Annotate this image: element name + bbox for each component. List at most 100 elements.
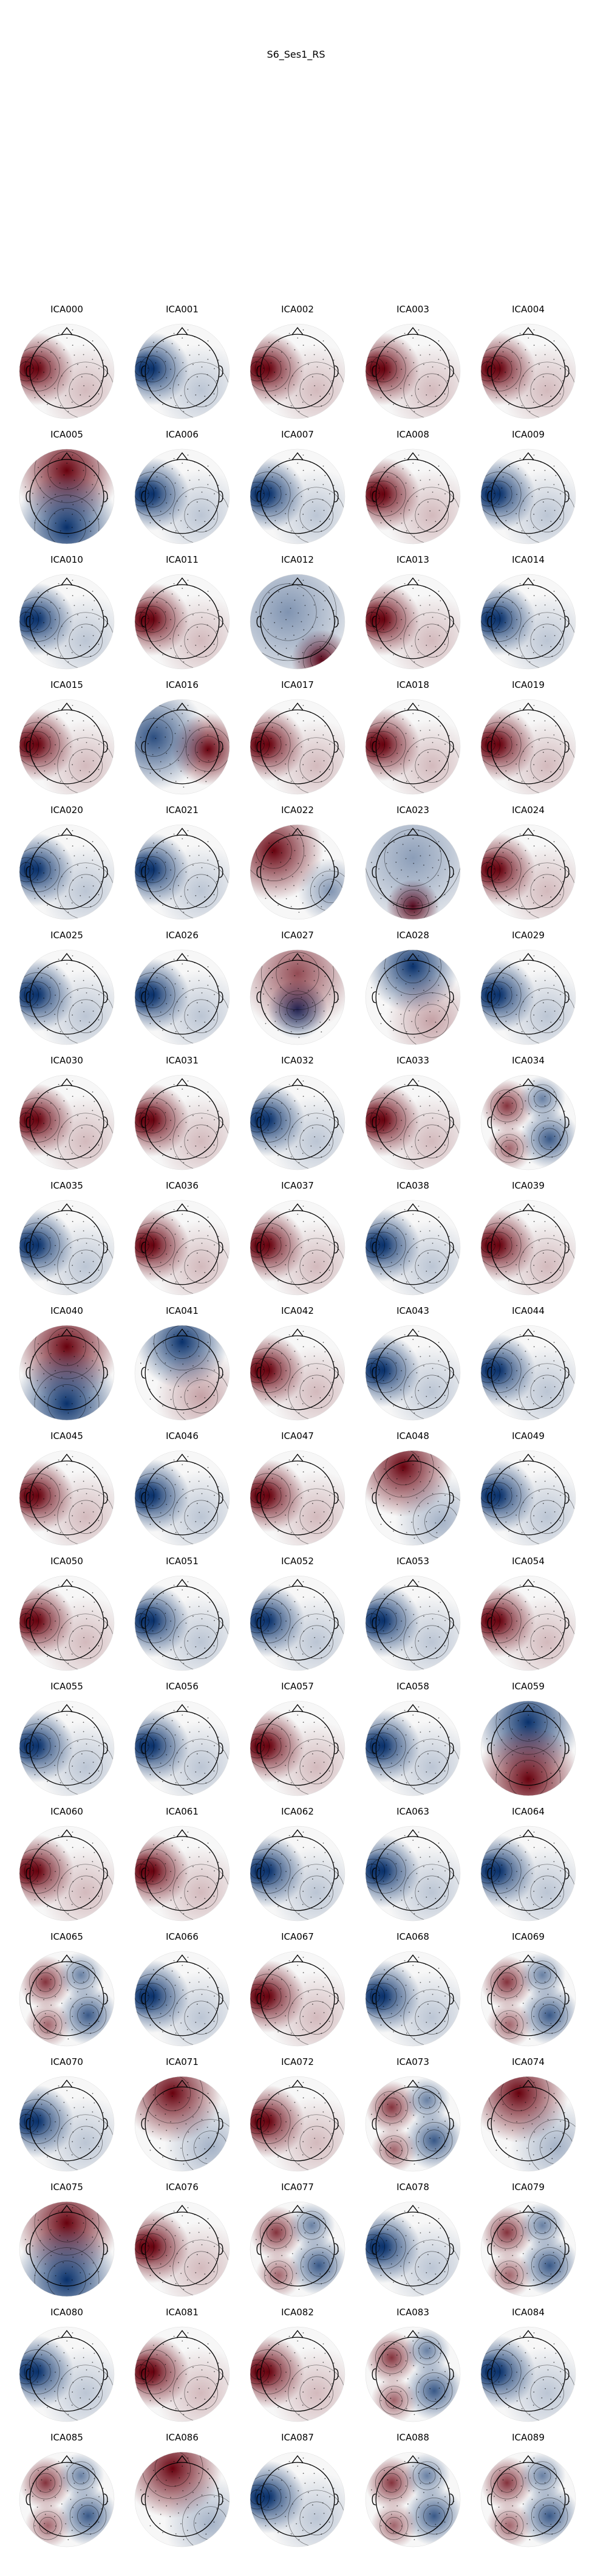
head-outline: [141, 577, 223, 659]
topomap-ica000: ICA000: [9, 304, 124, 425]
topomap-field: [481, 2327, 576, 2422]
topomap-ica050: ICA050: [9, 1556, 124, 1677]
component-label: ICA055: [50, 1681, 83, 1692]
head-outline: [141, 1328, 223, 1410]
head-topomap: [480, 2326, 576, 2422]
head-topomap: [250, 699, 345, 795]
topomap-ica008: ICA008: [355, 429, 471, 551]
head-topomap: [365, 2451, 461, 2547]
topomap-field: [366, 324, 460, 419]
topomap-field: [19, 2076, 114, 2171]
head-outline: [26, 1203, 108, 1285]
component-label: ICA052: [281, 1556, 314, 1567]
head-topomap: [480, 323, 576, 419]
head-outline: [26, 2455, 108, 2537]
head-topomap: [365, 323, 461, 419]
head-topomap: [250, 2326, 345, 2422]
head-topomap: [480, 1325, 576, 1421]
head-outline: [26, 452, 108, 534]
head-outline: [372, 452, 454, 534]
topomap-ica001: ICA001: [124, 304, 240, 425]
topomap-ica060: ICA060: [9, 1806, 124, 1928]
topomap-field: [481, 1951, 576, 2046]
topomap-field: [481, 825, 576, 919]
component-label: ICA041: [166, 1305, 199, 1316]
topomap-ica070: ICA070: [9, 2056, 124, 2178]
head-outline: [372, 702, 454, 785]
topomap-grid: ICA000 ICA001 ICA002 ICA003 ICA004 ICA005 ICA0…: [0, 304, 592, 2564]
component-label: ICA029: [512, 930, 545, 941]
topomap-field: [250, 1951, 345, 2046]
component-label: ICA021: [166, 805, 199, 816]
component-label: ICA051: [166, 1556, 199, 1567]
topomap-field: [250, 825, 345, 919]
topomap-ica062: ICA062: [240, 1806, 355, 1928]
component-label: ICA039: [512, 1180, 545, 1191]
component-label: ICA035: [50, 1180, 83, 1191]
topomap-ica077: ICA077: [240, 2182, 355, 2303]
topomap-field: [366, 1325, 460, 1420]
head-outline: [141, 1704, 223, 1786]
topomap-ica046: ICA046: [124, 1431, 240, 1552]
head-topomap: [250, 323, 345, 419]
topomap-ica078: ICA078: [355, 2182, 471, 2303]
component-label: ICA009: [512, 429, 545, 440]
head-outline: [26, 953, 108, 1035]
head-outline: [26, 1954, 108, 2036]
head-topomap: [480, 1450, 576, 1546]
head-outline: [487, 2455, 570, 2537]
head-topomap: [365, 1826, 461, 1922]
topomap-ica071: ICA071: [124, 2056, 240, 2178]
component-label: ICA001: [166, 304, 199, 315]
topomap-ica079: ICA079: [471, 2182, 586, 2303]
head-topomap: [250, 1074, 345, 1170]
head-topomap: [365, 1700, 461, 1796]
head-topomap: [365, 1450, 461, 1546]
topomap-field: [250, 1075, 345, 1170]
component-label: ICA010: [50, 554, 83, 565]
topomap-field: [135, 1826, 230, 1921]
topomap-ica047: ICA047: [240, 1431, 355, 1552]
component-label: ICA073: [396, 2056, 429, 2067]
head-topomap: [19, 1450, 115, 1546]
head-topomap: [19, 448, 115, 544]
topomap-ica014: ICA014: [471, 554, 586, 676]
head-outline: [26, 1328, 108, 1410]
component-label: ICA003: [396, 304, 429, 315]
component-label: ICA040: [50, 1305, 83, 1316]
head-outline: [141, 1954, 223, 2036]
component-label: ICA044: [512, 1305, 545, 1316]
topomap-field: [250, 574, 345, 669]
topomap-ica042: ICA042: [240, 1305, 355, 1427]
topomap-ica034: ICA034: [471, 1055, 586, 1176]
head-outline: [141, 1203, 223, 1285]
topomap-ica084: ICA084: [471, 2307, 586, 2428]
head-topomap: [19, 2326, 115, 2422]
topomap-ica016: ICA016: [124, 679, 240, 801]
head-outline: [487, 1829, 570, 1911]
head-topomap: [19, 949, 115, 1045]
component-label: ICA086: [166, 2432, 199, 2443]
head-outline: [256, 953, 339, 1035]
head-outline: [256, 2330, 339, 2412]
figure-title: S6_Ses1_RS: [267, 49, 325, 60]
topomap-ica048: ICA048: [355, 1431, 471, 1552]
topomap-ica075: ICA075: [9, 2182, 124, 2303]
topomap-ica026: ICA026: [124, 930, 240, 1051]
component-label: ICA007: [281, 429, 314, 440]
topomap-ica027: ICA027: [240, 930, 355, 1051]
topomap-ica069: ICA069: [471, 1931, 586, 2053]
component-label: ICA067: [281, 1931, 314, 1942]
topomap-field: [19, 1951, 114, 2046]
component-label: ICA056: [166, 1681, 199, 1692]
head-outline: [372, 2080, 454, 2162]
component-label: ICA053: [396, 1556, 429, 1567]
head-outline: [141, 953, 223, 1035]
topomap-ica002: ICA002: [240, 304, 355, 425]
topomap-ica015: ICA015: [9, 679, 124, 801]
topomap-ica057: ICA057: [240, 1681, 355, 1802]
head-topomap: [480, 699, 576, 795]
head-topomap: [19, 1575, 115, 1671]
component-label: ICA034: [512, 1055, 545, 1066]
component-label: ICA046: [166, 1431, 199, 1441]
